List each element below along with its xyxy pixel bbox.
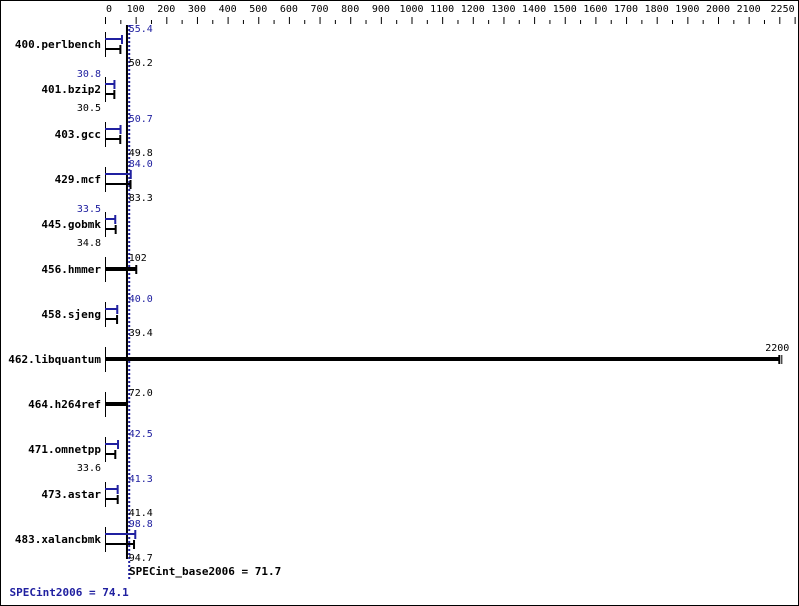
base-value-label: 72.0 bbox=[129, 388, 153, 399]
x-tick-label: 1700 bbox=[614, 4, 638, 15]
x-tick-label: 500 bbox=[249, 4, 267, 15]
benchmark-label: 401.bzip2 bbox=[41, 83, 101, 96]
x-tick-label: 600 bbox=[280, 4, 298, 15]
x-tick-label: 1200 bbox=[461, 4, 485, 15]
peak-value-label: 42.5 bbox=[129, 429, 153, 440]
base-value-label: 2200 bbox=[765, 343, 789, 354]
base-value-label: 102 bbox=[129, 253, 147, 264]
x-tick-label: 0 bbox=[106, 4, 112, 15]
benchmark-label: 403.gcc bbox=[55, 128, 101, 141]
peak-value-label: 40.0 bbox=[129, 294, 153, 305]
x-tick-label: 2000 bbox=[706, 4, 730, 15]
x-tick-label: 2250 bbox=[771, 4, 795, 15]
benchmark-label: 429.mcf bbox=[55, 173, 101, 186]
peak-value-label: 33.5 bbox=[77, 204, 101, 215]
benchmark-label: 445.gobmk bbox=[41, 218, 101, 231]
x-tick-label: 900 bbox=[372, 4, 390, 15]
x-tick-label: 1100 bbox=[430, 4, 454, 15]
x-tick-label: 1400 bbox=[522, 4, 546, 15]
peak-value-label: 98.8 bbox=[129, 519, 153, 530]
base-value-label: 50.2 bbox=[129, 58, 153, 69]
x-tick-label: 1300 bbox=[491, 4, 515, 15]
peak-value-label: 41.3 bbox=[129, 474, 153, 485]
x-tick-label: 300 bbox=[188, 4, 206, 15]
x-tick-label: 200 bbox=[157, 4, 175, 15]
peak-mean-label: SPECint2006 = 74.1 bbox=[9, 586, 129, 599]
benchmark-label: 464.h264ref bbox=[28, 398, 101, 411]
base-value-label: 34.8 bbox=[77, 238, 101, 249]
base-mean-label: SPECint_base2006 = 71.7 bbox=[129, 565, 281, 578]
x-tick-label: 400 bbox=[219, 4, 237, 15]
base-value-label: 30.5 bbox=[77, 103, 101, 114]
x-tick-label: 800 bbox=[341, 4, 359, 15]
benchmark-label: 483.xalancbmk bbox=[15, 533, 101, 546]
peak-value-label: 55.4 bbox=[129, 24, 153, 35]
benchmark-label: 458.sjeng bbox=[41, 308, 101, 321]
base-value-label: 83.3 bbox=[129, 193, 153, 204]
x-tick-label: 1500 bbox=[553, 4, 577, 15]
base-value-label: 33.6 bbox=[77, 463, 101, 474]
x-tick-label: 700 bbox=[311, 4, 329, 15]
x-tick-label: 100 bbox=[127, 4, 145, 15]
base-value-label: 94.7 bbox=[129, 553, 153, 564]
x-tick-label: 1600 bbox=[583, 4, 607, 15]
x-tick-label: 1900 bbox=[675, 4, 699, 15]
x-tick-label: 2100 bbox=[737, 4, 761, 15]
benchmark-label: 462.libquantum bbox=[8, 353, 101, 366]
peak-value-label: 84.0 bbox=[129, 159, 153, 170]
x-tick-label: 1800 bbox=[645, 4, 669, 15]
peak-value-label: 30.8 bbox=[77, 69, 101, 80]
benchmark-label: 473.astar bbox=[41, 488, 101, 501]
base-value-label: 41.4 bbox=[129, 508, 153, 519]
benchmark-label: 400.perlbench bbox=[15, 38, 101, 51]
base-value-label: 39.4 bbox=[129, 328, 153, 339]
benchmark-label: 471.omnetpp bbox=[28, 443, 101, 456]
peak-value-label: 50.7 bbox=[129, 114, 153, 125]
x-tick-label: 1000 bbox=[399, 4, 423, 15]
benchmark-label: 456.hmmer bbox=[41, 263, 101, 276]
base-value-label: 49.8 bbox=[129, 148, 153, 159]
